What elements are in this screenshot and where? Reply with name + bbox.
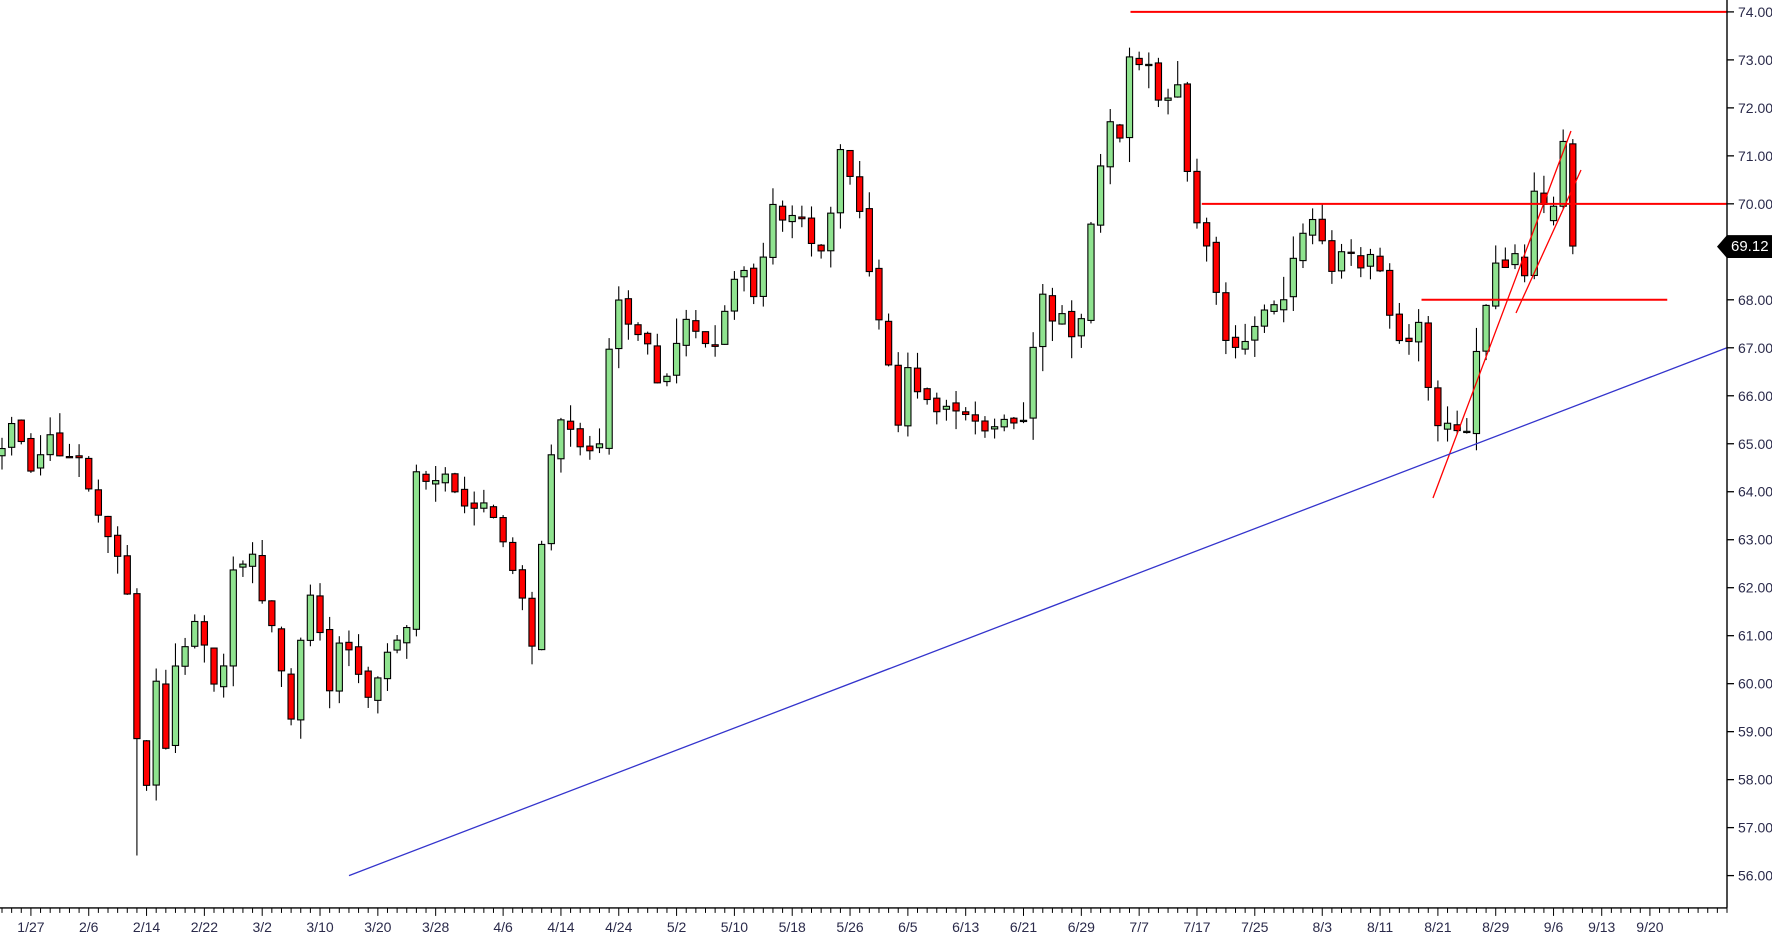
svg-text:8/29: 8/29 [1482, 919, 1509, 934]
svg-text:62.00: 62.00 [1738, 580, 1772, 596]
svg-text:3/10: 3/10 [306, 919, 333, 934]
svg-text:59.00: 59.00 [1738, 724, 1772, 740]
svg-text:70.00: 70.00 [1738, 196, 1772, 212]
svg-text:60.00: 60.00 [1738, 676, 1772, 692]
svg-text:3/28: 3/28 [422, 919, 449, 934]
svg-text:66.00: 66.00 [1738, 388, 1772, 404]
svg-text:5/2: 5/2 [667, 919, 687, 934]
svg-text:2/22: 2/22 [191, 919, 218, 934]
svg-text:2/6: 2/6 [79, 919, 99, 934]
svg-text:8/11: 8/11 [1367, 919, 1393, 934]
svg-text:74.00: 74.00 [1738, 4, 1772, 20]
svg-text:4/24: 4/24 [605, 919, 632, 934]
svg-text:7/25: 7/25 [1241, 919, 1268, 934]
svg-text:5/26: 5/26 [836, 919, 863, 934]
svg-text:6/5: 6/5 [898, 919, 918, 934]
svg-text:9/6: 9/6 [1544, 919, 1564, 934]
svg-text:6/13: 6/13 [952, 919, 979, 934]
svg-text:63.00: 63.00 [1738, 532, 1772, 548]
svg-text:2/14: 2/14 [133, 919, 160, 934]
svg-text:5/10: 5/10 [721, 919, 748, 934]
svg-text:68.00: 68.00 [1738, 292, 1772, 308]
svg-text:65.00: 65.00 [1738, 436, 1772, 452]
svg-text:3/20: 3/20 [364, 919, 391, 934]
svg-text:4/14: 4/14 [547, 919, 574, 934]
svg-text:4/6: 4/6 [493, 919, 513, 934]
svg-text:72.00: 72.00 [1738, 100, 1772, 116]
svg-text:61.00: 61.00 [1738, 628, 1772, 644]
svg-text:8/21: 8/21 [1424, 919, 1451, 934]
svg-text:5/18: 5/18 [779, 919, 806, 934]
svg-text:1/27: 1/27 [17, 919, 44, 934]
svg-text:64.00: 64.00 [1738, 484, 1772, 500]
svg-text:7/17: 7/17 [1183, 919, 1210, 934]
svg-text:58.00: 58.00 [1738, 772, 1772, 788]
svg-text:73.00: 73.00 [1738, 52, 1772, 68]
svg-text:57.00: 57.00 [1738, 820, 1772, 836]
svg-text:3/2: 3/2 [252, 919, 272, 934]
svg-text:6/29: 6/29 [1068, 919, 1095, 934]
svg-text:9/20: 9/20 [1636, 919, 1663, 934]
svg-text:56.00: 56.00 [1738, 868, 1772, 884]
svg-text:67.00: 67.00 [1738, 340, 1772, 356]
svg-text:7/7: 7/7 [1129, 919, 1149, 934]
svg-text:8/3: 8/3 [1313, 919, 1333, 934]
svg-text:9/13: 9/13 [1588, 919, 1615, 934]
svg-text:6/21: 6/21 [1010, 919, 1037, 934]
svg-text:71.00: 71.00 [1738, 148, 1772, 164]
